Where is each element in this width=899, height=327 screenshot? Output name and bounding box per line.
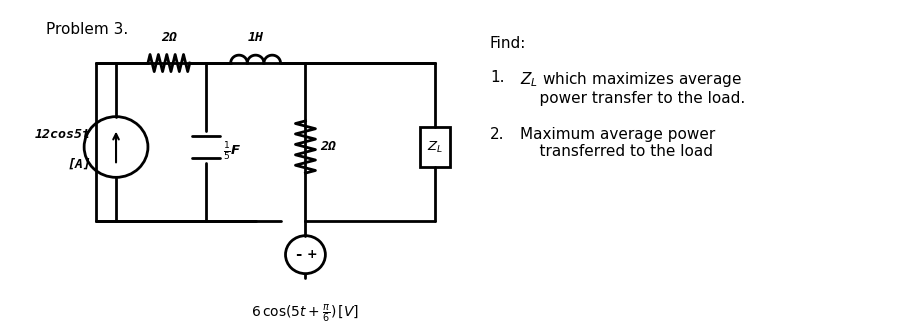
Text: 12cos5t: 12cos5t (35, 128, 91, 141)
Text: -: - (295, 247, 302, 262)
Text: 2.: 2. (490, 127, 504, 142)
Bar (420, 127, 450, 167)
Text: $Z_L$: $Z_L$ (427, 139, 443, 155)
Text: 2Ω: 2Ω (320, 141, 336, 153)
Text: $Z_L$ which maximizes average
    power transfer to the load.: $Z_L$ which maximizes average power tran… (520, 70, 745, 106)
Text: 2Ω: 2Ω (161, 31, 177, 44)
Text: 1H: 1H (247, 31, 263, 44)
Text: Problem 3.: Problem 3. (46, 22, 129, 37)
Text: Maximum average power
    transferred to the load: Maximum average power transferred to the… (520, 127, 715, 159)
Text: [A]: [A] (67, 158, 91, 171)
Text: +: + (307, 248, 317, 261)
Text: 1.: 1. (490, 70, 504, 85)
Text: Find:: Find: (490, 37, 526, 51)
Text: $6\,\cos(5t+\frac{\pi}{6})\,[V]$: $6\,\cos(5t+\frac{\pi}{6})\,[V]$ (252, 302, 360, 324)
Text: $\frac{1}{5}$F: $\frac{1}{5}$F (223, 141, 241, 163)
